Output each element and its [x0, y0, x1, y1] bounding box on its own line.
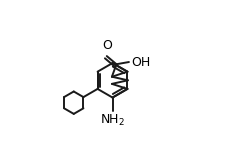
Text: OH: OH [131, 56, 151, 68]
Text: NH$_2$: NH$_2$ [100, 113, 125, 128]
Text: O: O [102, 39, 112, 52]
